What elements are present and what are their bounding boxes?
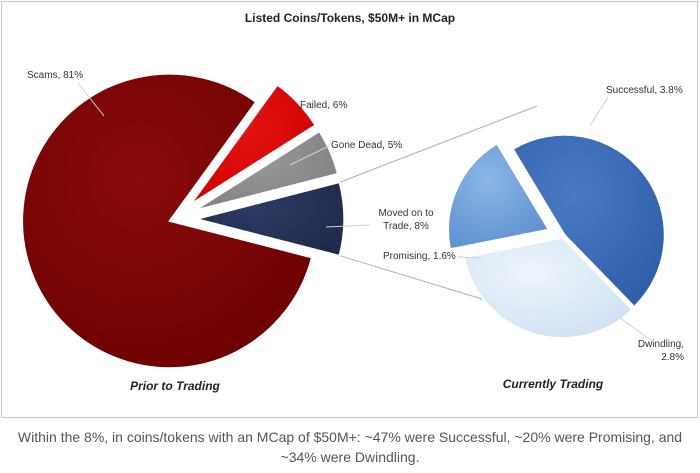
main-pie-subtitle: Prior to Trading <box>130 379 220 393</box>
sub-pie-slice-dwindling <box>463 237 634 339</box>
leader-gone-dead <box>289 145 330 166</box>
pie-of-pie-chart: Listed Coins/Tokens, $50M+ in MCap Scams… <box>21 11 684 393</box>
caption-line-1: Within the 8%, in coins/tokens with an M… <box>17 429 683 445</box>
main-pie-slice-gone-dead <box>194 130 339 211</box>
leader-dwindling <box>619 317 656 344</box>
label-failed: Failed, 6% <box>300 100 347 111</box>
leader-successful <box>589 96 609 127</box>
label-scams: Scams, 81% <box>27 70 83 81</box>
leader-promising <box>456 256 483 259</box>
leader-moved-on <box>325 224 371 228</box>
connector-line-top <box>339 105 538 183</box>
caption-line-2: ~34% were Dwindling. <box>280 449 420 465</box>
sub-pie-slice-successful <box>512 134 666 308</box>
leader-scams <box>77 82 105 117</box>
label-moved-on-to-trade: Moved on to Trade, 8% <box>378 208 433 232</box>
sub-pie-slice-promising <box>447 142 550 250</box>
label-dwindling: Dwindling, 2.8% <box>638 339 684 363</box>
main-pie-slice-failed <box>190 83 317 205</box>
label-successful: Successful, 3.8% <box>606 85 683 96</box>
sub-pie-subtitle: Currently Trading <box>503 377 604 391</box>
chart-caption: Within the 8%, in coins/tokens with an M… <box>0 427 700 467</box>
main-pie-slice-moved-on-to-trade <box>196 181 345 257</box>
label-promising: Promising, 1.6% <box>383 251 456 262</box>
label-gone-dead: Gone Dead, 5% <box>331 140 402 151</box>
chart-title: Listed Coins/Tokens, $50M+ in MCap <box>245 11 455 25</box>
main-pie-slice-scams <box>21 73 313 369</box>
